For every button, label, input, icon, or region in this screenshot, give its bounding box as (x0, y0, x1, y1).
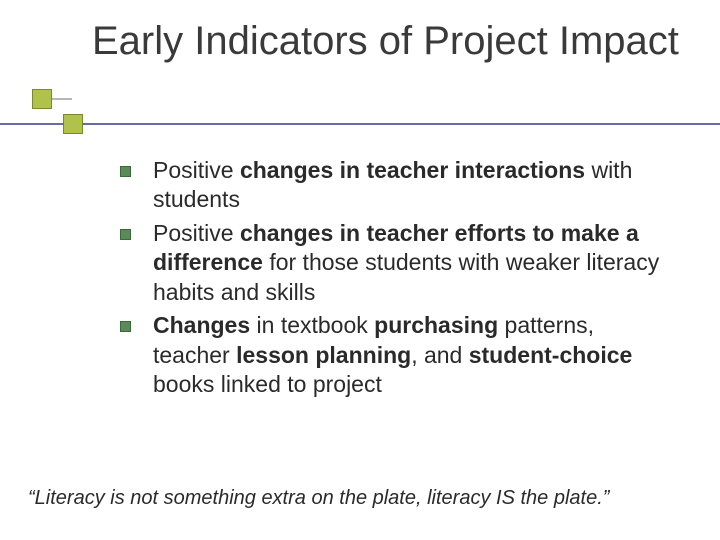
list-item: Positive changes in teacher interactions… (120, 156, 672, 215)
list-item: Changes in textbook purchasing patterns,… (120, 311, 672, 399)
accent-underline-right (83, 123, 720, 125)
accent-underline-left (0, 123, 64, 125)
quote-text: “Literacy is not something extra on the … (28, 487, 692, 510)
list-item: Positive changes in teacher efforts to m… (120, 219, 672, 307)
bullet-list: Positive changes in teacher interactions… (120, 156, 672, 404)
accent-square-2 (32, 89, 52, 109)
title-block: Early Indicators of Project Impact (92, 18, 680, 64)
bullet-text: Changes in textbook purchasing patterns,… (153, 311, 672, 399)
bullet-marker-icon (120, 166, 131, 177)
bullet-text: Positive changes in teacher interactions… (153, 156, 672, 215)
bullet-text: Positive changes in teacher efforts to m… (153, 219, 672, 307)
accent-line-gray (52, 98, 72, 100)
bullet-marker-icon (120, 321, 131, 332)
accent-square-1 (63, 114, 83, 134)
bullet-marker-icon (120, 229, 131, 240)
slide-title: Early Indicators of Project Impact (92, 18, 680, 64)
